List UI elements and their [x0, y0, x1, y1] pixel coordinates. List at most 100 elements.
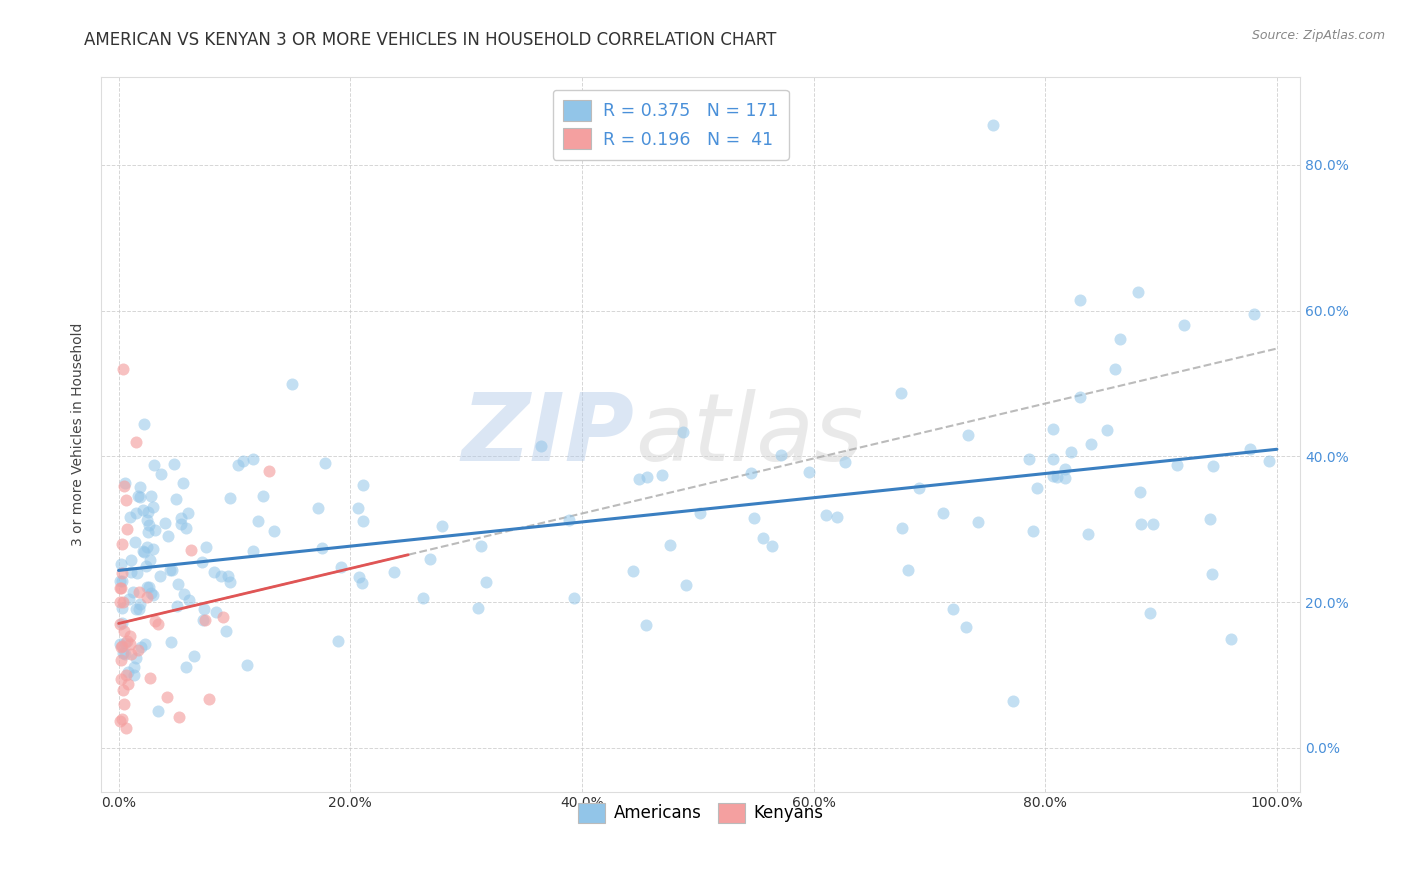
- Point: [314, 456, 336, 470]
- Point: [242, 543, 264, 558]
- Point: [890, 386, 912, 401]
- Point: [110, 653, 132, 667]
- Point: [770, 448, 793, 462]
- Point: [128, 584, 150, 599]
- Point: [330, 559, 353, 574]
- Point: [110, 672, 132, 686]
- Point: [136, 591, 159, 605]
- Point: [1199, 511, 1222, 525]
- Point: [740, 466, 762, 480]
- Point: [1042, 452, 1064, 467]
- Point: [145, 523, 167, 537]
- Point: [170, 516, 193, 531]
- Point: [177, 593, 200, 607]
- Point: [108, 637, 131, 651]
- Point: [159, 563, 181, 577]
- Point: [114, 721, 136, 735]
- Point: [834, 454, 856, 468]
- Point: [112, 697, 135, 711]
- Point: [118, 510, 141, 524]
- Point: [143, 615, 166, 629]
- Point: [281, 377, 304, 392]
- Point: [1054, 462, 1077, 476]
- Point: [475, 574, 498, 589]
- Point: [1173, 318, 1195, 333]
- Point: [627, 472, 650, 486]
- Point: [149, 569, 172, 583]
- Point: [183, 648, 205, 663]
- Point: [160, 564, 183, 578]
- Point: [263, 524, 285, 538]
- Point: [128, 601, 150, 615]
- Point: [148, 616, 170, 631]
- Point: [120, 647, 142, 661]
- Point: [108, 617, 131, 632]
- Point: [125, 434, 148, 449]
- Point: [110, 640, 132, 654]
- Point: [108, 574, 131, 588]
- Point: [166, 599, 188, 614]
- Point: [191, 555, 214, 569]
- Point: [1026, 481, 1049, 495]
- Point: [689, 507, 711, 521]
- Point: [1018, 451, 1040, 466]
- Point: [132, 502, 155, 516]
- Point: [111, 601, 134, 615]
- Point: [112, 362, 135, 376]
- Point: [176, 521, 198, 535]
- Point: [165, 491, 187, 506]
- Point: [328, 633, 350, 648]
- Point: [142, 588, 165, 602]
- Point: [112, 682, 135, 697]
- Point: [120, 553, 142, 567]
- Point: [195, 540, 218, 554]
- Point: [1104, 362, 1126, 376]
- Point: [1022, 524, 1045, 538]
- Point: [1042, 469, 1064, 483]
- Point: [111, 639, 134, 653]
- Point: [128, 597, 150, 611]
- Point: [761, 540, 783, 554]
- Point: [160, 635, 183, 649]
- Text: ZIP: ZIP: [461, 389, 634, 481]
- Point: [172, 476, 194, 491]
- Point: [636, 617, 658, 632]
- Point: [467, 601, 489, 615]
- Point: [142, 500, 165, 515]
- Point: [127, 643, 149, 657]
- Point: [120, 565, 142, 579]
- Point: [1219, 632, 1241, 646]
- Point: [115, 634, 138, 648]
- Point: [108, 595, 131, 609]
- Point: [136, 580, 159, 594]
- Point: [118, 591, 141, 606]
- Point: [252, 489, 274, 503]
- Point: [1069, 293, 1091, 307]
- Point: [352, 515, 374, 529]
- Point: [307, 500, 329, 515]
- Point: [1130, 517, 1153, 532]
- Point: [191, 613, 214, 627]
- Point: [129, 490, 152, 504]
- Point: [636, 469, 658, 483]
- Point: [1069, 390, 1091, 404]
- Point: [167, 576, 190, 591]
- Point: [1202, 459, 1225, 474]
- Point: [217, 569, 239, 583]
- Point: [157, 529, 180, 543]
- Point: [139, 489, 162, 503]
- Point: [347, 569, 370, 583]
- Point: [897, 562, 920, 576]
- Point: [908, 481, 931, 495]
- Point: [125, 506, 148, 520]
- Point: [111, 574, 134, 589]
- Point: [956, 427, 979, 442]
- Point: [129, 480, 152, 494]
- Point: [346, 501, 368, 516]
- Point: [118, 637, 141, 651]
- Y-axis label: 3 or more Vehicles in Household: 3 or more Vehicles in Household: [72, 323, 86, 546]
- Point: [139, 586, 162, 600]
- Point: [197, 691, 219, 706]
- Point: [675, 577, 697, 591]
- Point: [112, 478, 135, 492]
